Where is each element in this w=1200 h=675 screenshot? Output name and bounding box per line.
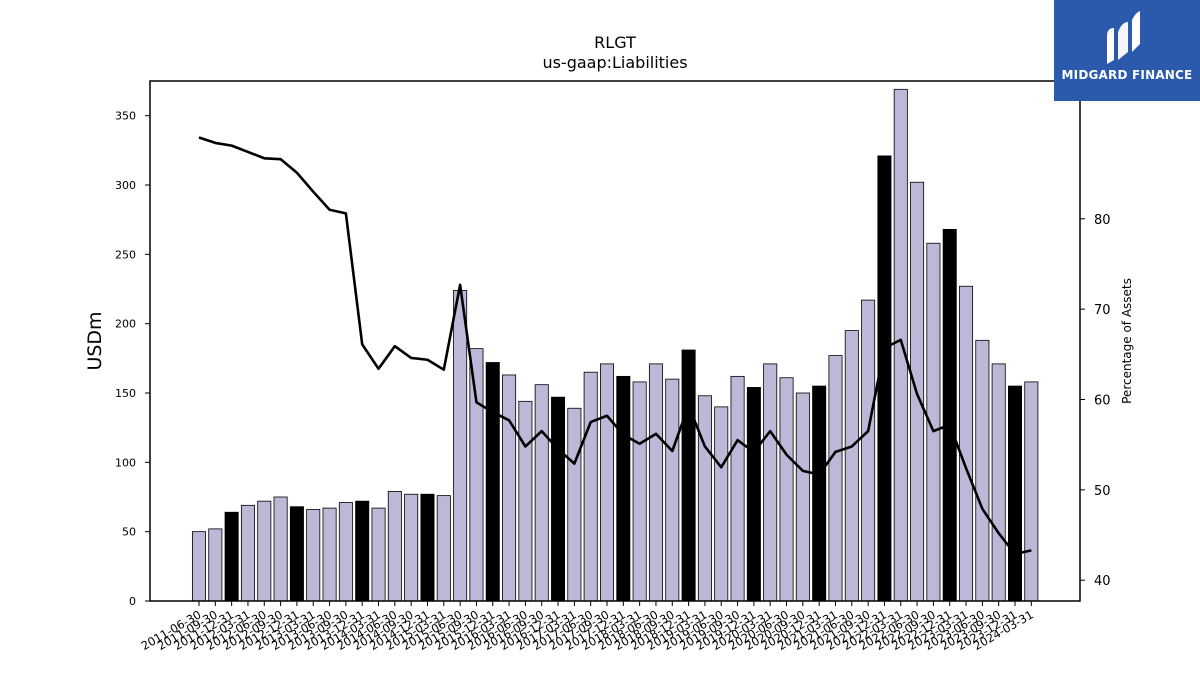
line-series-layer (198, 136, 1032, 556)
bar-2012-12-31 (289, 506, 304, 602)
bar-2020-06-30 (779, 377, 794, 602)
logo-text: MIDGARD FINANCE (1061, 68, 1193, 82)
bar-2019-03-31 (697, 395, 712, 602)
y2-tick-label: 40 (1094, 574, 1111, 589)
y2-tick-label: 80 (1094, 213, 1111, 228)
bar-2011-09-30 (208, 528, 223, 602)
chart-subtitle: us-gaap:Liabilities (542, 53, 687, 72)
bar-2014-03-31 (371, 507, 386, 602)
bar-2021-12-31 (877, 155, 892, 602)
bar-2018-09-30 (665, 378, 680, 602)
bar-2021-09-30 (861, 299, 876, 602)
y-tick-label: 150 (115, 387, 136, 400)
bar-2020-12-31 (812, 385, 827, 602)
bar-2014-06-30 (387, 491, 402, 602)
y2-tick-label: 70 (1094, 303, 1111, 318)
logo-mark-icon (1107, 11, 1140, 64)
y-tick-label: 200 (115, 318, 136, 331)
bar-2014-12-31 (420, 493, 435, 602)
bar-2019-06-30 (714, 406, 729, 602)
percentage-line (198, 136, 1032, 556)
bar-2011-12-31 (224, 511, 239, 602)
chart-title: RLGT (594, 33, 636, 52)
right-axis: 40 50 60 70 80 (1080, 213, 1111, 589)
bar-2013-06-30 (322, 507, 337, 602)
bar-2013-09-30 (338, 502, 353, 602)
y2-axis-label: Percentage of Assets (1120, 278, 1134, 404)
bar-2015-12-31 (485, 362, 500, 602)
bar-2017-06-30 (583, 371, 598, 602)
bar-2013-03-31 (306, 509, 321, 602)
bar-2015-09-30 (469, 348, 484, 602)
bar-2016-03-31 (502, 374, 517, 602)
bar-2024-03-31 (1024, 381, 1039, 602)
bar-2023-03-31 (959, 285, 974, 602)
bar-2018-12-31 (681, 349, 696, 602)
bar-2012-09-30 (273, 496, 288, 602)
bar-2019-12-31 (746, 387, 761, 602)
bar-2020-09-30 (795, 392, 810, 602)
bar-2022-03-31 (893, 88, 908, 602)
bar-2023-09-30 (991, 363, 1006, 602)
y-tick-label: 350 (115, 110, 136, 123)
bar-2017-09-30 (600, 363, 615, 602)
bar-2015-03-31 (436, 495, 451, 602)
y-tick-label: 0 (129, 595, 136, 608)
brand-logo: MIDGARD FINANCE (1054, 0, 1200, 101)
bar-2018-03-31 (632, 381, 647, 602)
left-axis: 0 50 100 150 200 250 300 350 (115, 110, 150, 608)
bar-2018-06-30 (648, 363, 663, 602)
bar-2012-03-31 (240, 504, 255, 602)
bar-2021-03-31 (828, 355, 843, 602)
bar-2023-06-30 (975, 339, 990, 602)
bar-2015-06-30 (453, 289, 468, 602)
y-tick-label: 100 (115, 456, 136, 469)
bar-series (191, 88, 1039, 602)
bar-2019-09-30 (730, 375, 745, 602)
y2-tick-label: 50 (1094, 484, 1111, 499)
bar-2014-09-30 (404, 493, 419, 602)
bar-2012-06-30 (257, 500, 272, 602)
bar-2020-03-31 (763, 363, 778, 602)
bar-2016-09-30 (534, 384, 549, 602)
plot-frame (149, 80, 1081, 602)
bar-2013-12-31 (355, 500, 370, 602)
bar-2023-12-31 (1008, 385, 1023, 602)
y-tick-label: 50 (122, 526, 136, 539)
y-tick-label: 300 (115, 179, 136, 192)
x-axis: 2011-06-302011-09-302011-12-312012-03-31… (139, 601, 1036, 653)
bar-2021-06-30 (844, 330, 859, 602)
bar-2016-12-31 (551, 396, 566, 602)
bar-2016-06-30 (518, 400, 533, 602)
y2-tick-label: 60 (1094, 394, 1111, 409)
bar-2022-12-31 (942, 228, 957, 602)
bar-2017-03-31 (567, 407, 582, 602)
y-axis-label: USDm (84, 311, 106, 370)
y-tick-label: 250 (115, 248, 136, 261)
bar-2011-06-30 (191, 531, 206, 602)
bar-2017-12-31 (616, 375, 631, 602)
